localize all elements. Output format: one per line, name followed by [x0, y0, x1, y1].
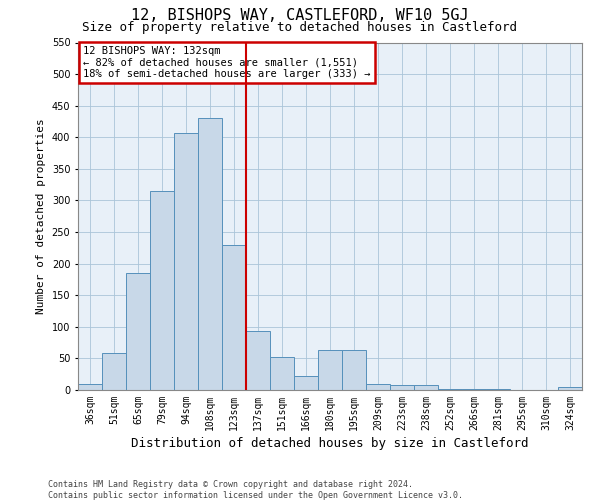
Bar	[150, 191, 174, 390]
Bar	[366, 384, 390, 390]
Bar	[126, 273, 150, 390]
Bar	[270, 356, 294, 390]
Bar	[438, 388, 462, 390]
Bar	[222, 244, 246, 390]
Bar	[342, 350, 366, 390]
Bar	[318, 350, 342, 390]
Bar	[102, 352, 126, 390]
Bar	[198, 118, 222, 390]
Text: 12 BISHOPS WAY: 132sqm
← 82% of detached houses are smaller (1,551)
18% of semi-: 12 BISHOPS WAY: 132sqm ← 82% of detached…	[83, 46, 371, 79]
Y-axis label: Number of detached properties: Number of detached properties	[36, 118, 46, 314]
Bar	[558, 388, 582, 390]
Text: Size of property relative to detached houses in Castleford: Size of property relative to detached ho…	[83, 21, 517, 34]
Text: Contains HM Land Registry data © Crown copyright and database right 2024.
Contai: Contains HM Land Registry data © Crown c…	[48, 480, 463, 500]
Bar	[78, 384, 102, 390]
Bar	[414, 385, 438, 390]
X-axis label: Distribution of detached houses by size in Castleford: Distribution of detached houses by size …	[131, 437, 529, 450]
Bar	[294, 376, 318, 390]
Bar	[390, 385, 414, 390]
Text: 12, BISHOPS WAY, CASTLEFORD, WF10 5GJ: 12, BISHOPS WAY, CASTLEFORD, WF10 5GJ	[131, 8, 469, 22]
Bar	[246, 331, 270, 390]
Bar	[174, 133, 198, 390]
